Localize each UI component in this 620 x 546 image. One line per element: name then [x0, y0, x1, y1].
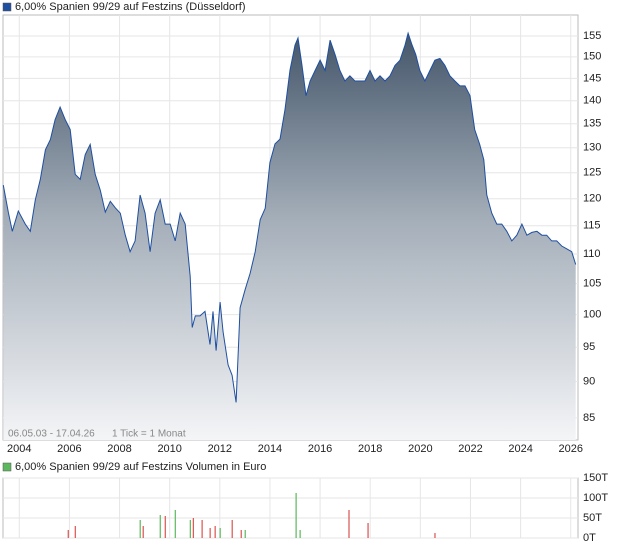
y-tick-label: 155: [583, 30, 601, 42]
y-tick-label: 135: [583, 118, 601, 130]
volume-bar: [244, 530, 246, 538]
y-tick-label: 115: [583, 220, 601, 232]
volume-bar: [434, 533, 436, 538]
x-tick-label: 2022: [458, 443, 482, 455]
x-tick-label: 2016: [308, 443, 332, 455]
y-tick-label: 110: [583, 248, 601, 260]
y-tick-label: 105: [583, 277, 601, 289]
x-tick-label: 2004: [7, 443, 31, 455]
y-tick-label: 90: [583, 375, 595, 387]
x-tick-label: 2010: [157, 443, 181, 455]
x-tick-label: 2006: [57, 443, 81, 455]
legend-swatch: [2, 462, 12, 472]
x-tick-label: 2026: [558, 443, 582, 455]
y-tick-label: 130: [583, 142, 601, 154]
x-tick-label: 2024: [508, 443, 532, 455]
volume-bar: [295, 493, 297, 538]
volume-bar: [192, 518, 194, 538]
volume-bar: [201, 520, 203, 538]
legend-swatch: [2, 2, 12, 12]
volume-bar: [231, 520, 233, 538]
y-tick-label: 100: [583, 309, 601, 321]
volume-bar: [164, 516, 166, 538]
volume-bar: [74, 526, 76, 538]
x-tick-label: 2012: [208, 443, 232, 455]
legend-label: 6,00% Spanien 99/29 auf Festzins Volumen…: [15, 461, 266, 473]
volume-bar: [209, 528, 211, 538]
x-tick-label: 2018: [358, 443, 382, 455]
tick-note: 1 Tick = 1 Monat: [112, 429, 186, 440]
y-tick-label: 125: [583, 167, 601, 179]
date-range: 06.05.03 - 17.04.26: [8, 429, 95, 440]
y-tick-label: 50T: [583, 512, 602, 524]
x-tick-label: 2014: [258, 443, 282, 455]
y-tick-label: 95: [583, 341, 595, 353]
volume-bar: [67, 530, 69, 538]
volume-bar: [348, 510, 350, 538]
y-tick-label: 100T: [583, 492, 608, 504]
y-tick-label: 145: [583, 72, 601, 84]
price-line: [2, 31, 577, 403]
legend-label: 6,00% Spanien 99/29 auf Festzins (Düssel…: [15, 1, 246, 13]
y-tick-label: 85: [583, 412, 595, 424]
x-tick-label: 2008: [107, 443, 131, 455]
volume-bar: [139, 520, 141, 538]
volume-bar: [299, 530, 301, 538]
volume-bar: [219, 528, 221, 538]
volume-bar: [189, 520, 191, 538]
volume-bar: [240, 530, 242, 538]
y-tick-label: 150: [583, 51, 601, 63]
volume-bar: [159, 515, 161, 538]
y-tick-label: 150T: [583, 472, 608, 484]
y-tick-label: 0T: [583, 532, 596, 544]
y-tick-label: 120: [583, 193, 601, 205]
y-tick-label: 140: [583, 95, 601, 107]
x-tick-label: 2020: [408, 443, 432, 455]
volume-bar: [367, 523, 369, 538]
volume-bar: [174, 510, 176, 538]
area-fill: [3, 33, 576, 440]
volume-bar: [214, 526, 216, 538]
plot-frame: [2, 477, 579, 539]
volume-bar: [142, 526, 144, 538]
